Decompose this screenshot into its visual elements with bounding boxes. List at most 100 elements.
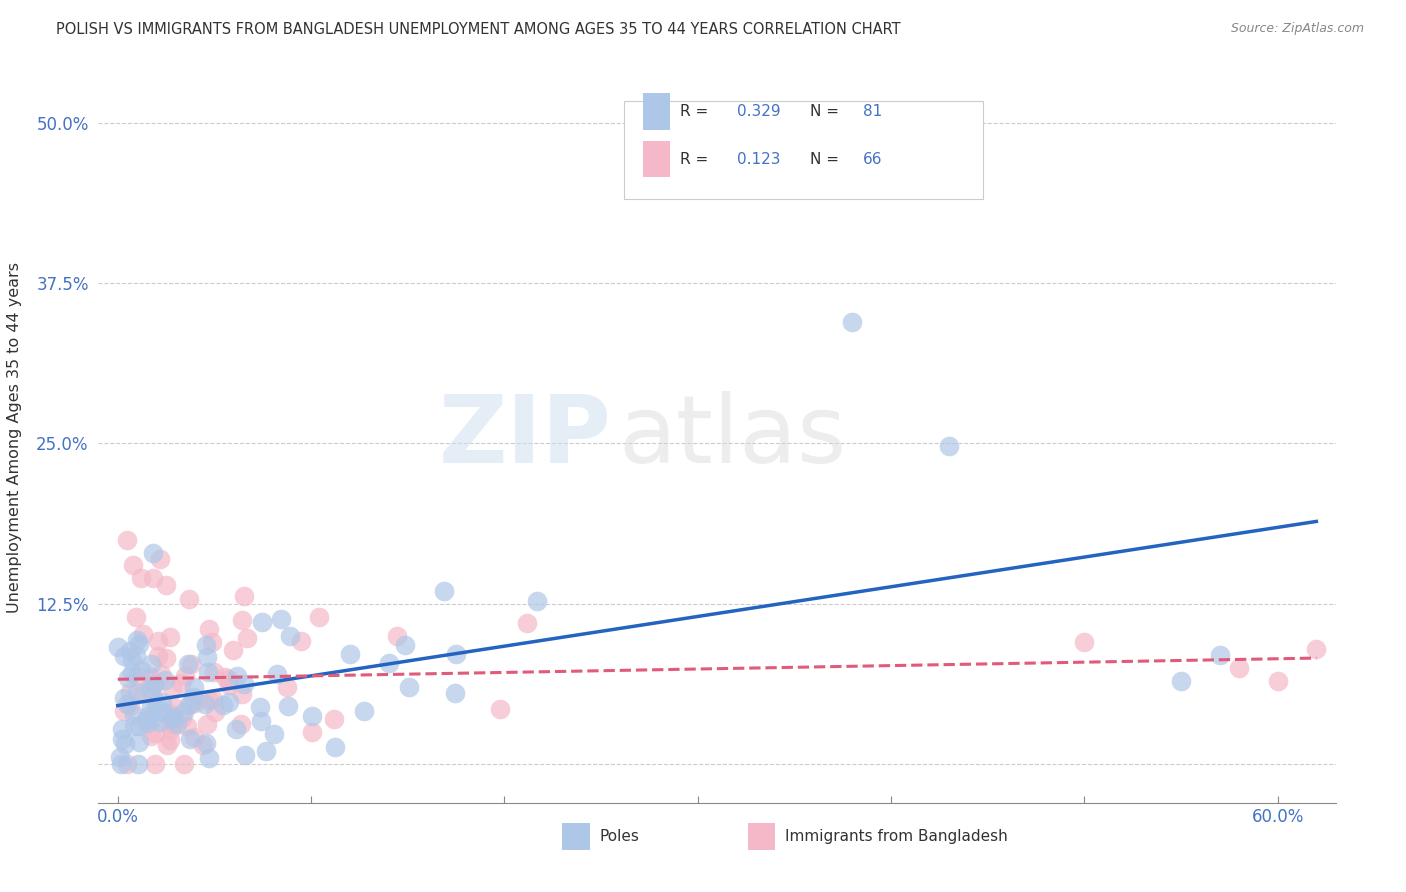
- FancyBboxPatch shape: [643, 141, 671, 178]
- Point: [290, 633, 312, 648]
- Point: [129, 664, 152, 678]
- Point: [142, 546, 165, 560]
- Point: [125, 609, 148, 624]
- Point: [218, 678, 240, 692]
- Point: [121, 654, 143, 668]
- Point: [339, 647, 361, 661]
- Point: [1267, 673, 1289, 688]
- Point: [139, 670, 162, 684]
- Point: [301, 709, 323, 723]
- Point: [385, 629, 408, 643]
- Point: [378, 656, 401, 670]
- Point: [118, 685, 141, 699]
- Point: [193, 698, 215, 712]
- Point: [128, 637, 150, 651]
- Point: [198, 693, 221, 707]
- FancyBboxPatch shape: [643, 94, 671, 130]
- Point: [141, 729, 163, 743]
- Point: [160, 706, 183, 721]
- Point: [201, 635, 224, 649]
- Text: Source: ZipAtlas.com: Source: ZipAtlas.com: [1230, 22, 1364, 36]
- Point: [170, 676, 193, 690]
- Point: [526, 594, 548, 608]
- Point: [160, 717, 183, 731]
- Point: [131, 686, 153, 700]
- Point: [394, 638, 416, 652]
- Point: [263, 727, 285, 741]
- Point: [308, 610, 330, 624]
- Point: [120, 644, 142, 658]
- Point: [162, 700, 184, 714]
- Point: [173, 757, 195, 772]
- Point: [138, 682, 160, 697]
- Point: [142, 711, 165, 725]
- Point: [198, 751, 221, 765]
- Point: [516, 615, 538, 630]
- Point: [277, 698, 299, 713]
- Point: [325, 739, 347, 754]
- Point: [129, 571, 152, 585]
- Point: [231, 687, 253, 701]
- Point: [236, 631, 259, 645]
- Text: 66: 66: [863, 152, 883, 167]
- Point: [155, 651, 177, 665]
- Point: [177, 591, 200, 606]
- Point: [229, 716, 252, 731]
- Point: [323, 712, 346, 726]
- Point: [143, 757, 166, 772]
- Point: [217, 673, 239, 687]
- Point: [128, 719, 150, 733]
- Point: [149, 552, 172, 566]
- Point: [488, 702, 510, 716]
- Point: [231, 613, 253, 627]
- Point: [107, 640, 129, 654]
- Point: [211, 698, 233, 712]
- Point: [1227, 661, 1250, 675]
- Y-axis label: Unemployment Among Ages 35 to 44 years: Unemployment Among Ages 35 to 44 years: [7, 261, 22, 613]
- Point: [160, 723, 183, 737]
- Point: [170, 711, 193, 725]
- Point: [198, 622, 221, 636]
- Point: [301, 725, 323, 739]
- Point: [1170, 673, 1192, 688]
- Point: [150, 695, 173, 709]
- Point: [155, 673, 177, 688]
- Point: [222, 643, 245, 657]
- Point: [156, 739, 179, 753]
- Point: [191, 738, 214, 752]
- Point: [201, 692, 224, 706]
- Point: [117, 533, 139, 547]
- Point: [233, 748, 256, 763]
- Text: POLISH VS IMMIGRANTS FROM BANGLADESH UNEMPLOYMENT AMONG AGES 35 TO 44 YEARS CORR: POLISH VS IMMIGRANTS FROM BANGLADESH UNE…: [56, 22, 901, 37]
- Point: [117, 671, 139, 685]
- Text: R =: R =: [681, 104, 713, 120]
- Point: [183, 680, 205, 694]
- Point: [120, 698, 142, 713]
- Point: [177, 698, 200, 713]
- Point: [249, 700, 271, 714]
- Point: [127, 684, 149, 698]
- Point: [112, 704, 135, 718]
- Point: [841, 315, 863, 329]
- Point: [145, 697, 167, 711]
- Point: [176, 657, 198, 672]
- Point: [162, 711, 184, 725]
- Point: [114, 737, 136, 751]
- Text: 81: 81: [863, 104, 883, 120]
- Point: [204, 705, 226, 719]
- Point: [135, 715, 157, 730]
- Text: N =: N =: [810, 152, 844, 167]
- Point: [353, 704, 375, 718]
- Point: [163, 710, 186, 724]
- Point: [142, 677, 165, 691]
- Point: [162, 714, 184, 729]
- FancyBboxPatch shape: [748, 822, 775, 850]
- Point: [195, 638, 218, 652]
- Point: [110, 757, 132, 772]
- Point: [121, 666, 143, 681]
- Point: [1073, 635, 1095, 649]
- Point: [938, 439, 960, 453]
- Point: [139, 700, 162, 714]
- Point: [145, 726, 167, 740]
- Point: [142, 689, 165, 703]
